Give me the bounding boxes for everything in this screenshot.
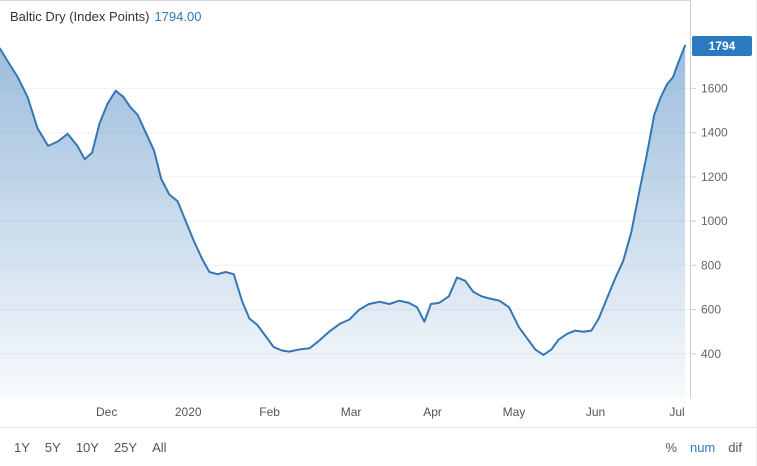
range-button-1y[interactable]: 1Y: [14, 439, 30, 455]
chart-title: Baltic Dry (Index Points) 1794.00: [10, 9, 201, 24]
x-tick-label: Jun: [586, 405, 605, 419]
x-tick-label: May: [503, 405, 526, 419]
y-tick-label: 1200: [701, 170, 728, 184]
mode-button-dif[interactable]: dif: [728, 439, 742, 455]
series-current-value: 1794.00: [154, 9, 202, 24]
range-buttons: 1Y 5Y 10Y 25Y All: [14, 440, 182, 455]
chart-plot[interactable]: 400 600 800 1000 1200 1400 1600 Dec 2020 Feb Mar Ap…: [0, 0, 756, 427]
chart-toolbar: 1Y 5Y 10Y 25Y All % num dif: [0, 427, 756, 466]
x-tick-label: Dec: [96, 405, 117, 419]
chart-svg: 400 600 800 1000 1200 1400 1600 Dec 2020 Feb Mar Ap…: [0, 0, 728, 419]
y-tick-label: 600: [701, 303, 721, 317]
y-tick-label: 1400: [701, 126, 728, 140]
x-tick-label: Apr: [423, 405, 442, 419]
range-button-10y[interactable]: 10Y: [75, 439, 99, 455]
y-tick-label: 400: [701, 347, 721, 361]
mode-buttons: % num dif: [652, 440, 742, 455]
y-tick-label: 1000: [701, 214, 728, 228]
x-tick-label: Mar: [341, 405, 362, 419]
mode-button-pct[interactable]: %: [665, 439, 677, 455]
y-tick-label: 800: [701, 258, 721, 272]
area-series: [0, 45, 686, 398]
x-tick-label: Jul: [669, 405, 684, 419]
range-button-all[interactable]: All: [152, 439, 167, 455]
range-button-25y[interactable]: 25Y: [113, 439, 138, 455]
line-series: [0, 44, 687, 356]
series-name: Baltic Dry (Index Points): [10, 9, 150, 24]
x-tick-label: Feb: [259, 405, 280, 419]
range-button-5y[interactable]: 5Y: [44, 439, 61, 455]
price-badge: 1794: [692, 36, 752, 56]
mode-button-num[interactable]: num: [689, 439, 716, 455]
x-tick-label: 2020: [175, 405, 202, 419]
y-tick-label: 1600: [701, 81, 728, 95]
